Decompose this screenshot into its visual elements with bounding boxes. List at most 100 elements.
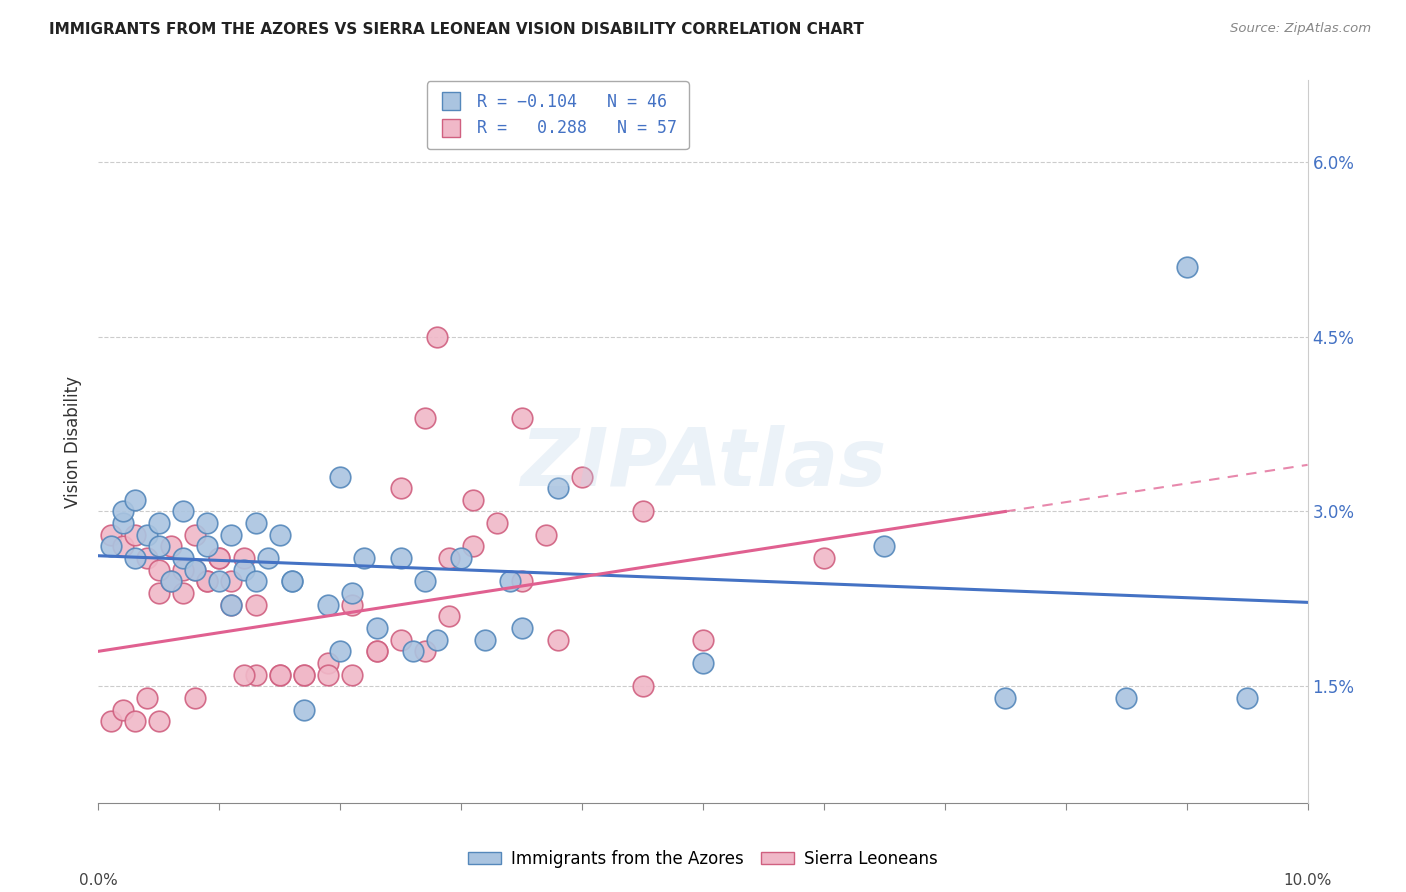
Point xyxy=(232,551,254,566)
Point xyxy=(148,586,170,600)
Point xyxy=(269,667,291,681)
Point xyxy=(195,574,218,589)
Point xyxy=(148,563,170,577)
Point xyxy=(463,492,485,507)
Point xyxy=(1175,260,1198,274)
Point xyxy=(111,516,134,530)
Point xyxy=(245,574,267,589)
Point xyxy=(534,528,557,542)
Point xyxy=(510,411,533,425)
Point xyxy=(426,329,449,343)
Point xyxy=(172,563,194,577)
Point xyxy=(184,528,207,542)
Point xyxy=(172,551,194,566)
Point xyxy=(100,540,122,554)
Point xyxy=(184,690,207,705)
Point xyxy=(232,667,254,681)
Point xyxy=(281,574,304,589)
Point xyxy=(111,504,134,518)
Point xyxy=(547,481,569,495)
Point xyxy=(873,540,896,554)
Point xyxy=(292,667,315,681)
Point xyxy=(994,690,1017,705)
Point xyxy=(221,598,243,612)
Point xyxy=(124,714,146,729)
Point xyxy=(245,516,267,530)
Text: 10.0%: 10.0% xyxy=(1284,872,1331,888)
Point xyxy=(342,586,364,600)
Point xyxy=(342,598,364,612)
Point xyxy=(1236,690,1258,705)
Point xyxy=(292,667,315,681)
Point xyxy=(245,667,267,681)
Point xyxy=(413,644,436,658)
Point xyxy=(221,574,243,589)
Point xyxy=(413,574,436,589)
Point xyxy=(184,563,207,577)
Point xyxy=(510,621,533,635)
Point xyxy=(316,598,339,612)
Point xyxy=(208,551,231,566)
Point xyxy=(245,598,267,612)
Point xyxy=(124,492,146,507)
Point xyxy=(135,528,157,542)
Point xyxy=(1115,690,1137,705)
Point xyxy=(486,516,509,530)
Point xyxy=(329,469,352,483)
Point xyxy=(450,551,472,566)
Point xyxy=(172,504,194,518)
Point xyxy=(692,656,714,670)
Point xyxy=(124,528,146,542)
Point xyxy=(631,679,654,693)
Point xyxy=(353,551,375,566)
Point xyxy=(463,540,485,554)
Point xyxy=(510,574,533,589)
Point xyxy=(402,644,425,658)
Point xyxy=(160,574,183,589)
Point xyxy=(135,551,157,566)
Point xyxy=(148,714,170,729)
Point xyxy=(366,644,388,658)
Y-axis label: Vision Disability: Vision Disability xyxy=(65,376,83,508)
Point xyxy=(692,632,714,647)
Point xyxy=(111,702,134,716)
Point xyxy=(437,551,460,566)
Text: IMMIGRANTS FROM THE AZORES VS SIERRA LEONEAN VISION DISABILITY CORRELATION CHART: IMMIGRANTS FROM THE AZORES VS SIERRA LEO… xyxy=(49,22,865,37)
Point xyxy=(281,574,304,589)
Point xyxy=(413,411,436,425)
Point xyxy=(100,528,122,542)
Point xyxy=(426,632,449,647)
Point xyxy=(148,540,170,554)
Point xyxy=(221,528,243,542)
Point xyxy=(389,551,412,566)
Point xyxy=(195,540,218,554)
Point xyxy=(316,656,339,670)
Point xyxy=(184,563,207,577)
Point xyxy=(208,551,231,566)
Point xyxy=(111,540,134,554)
Point xyxy=(232,563,254,577)
Point xyxy=(366,644,388,658)
Point xyxy=(221,598,243,612)
Point xyxy=(269,667,291,681)
Point xyxy=(498,574,520,589)
Point xyxy=(160,574,183,589)
Point xyxy=(256,551,278,566)
Point xyxy=(571,469,593,483)
Point xyxy=(148,516,170,530)
Point xyxy=(269,528,291,542)
Point xyxy=(208,574,231,589)
Point xyxy=(100,714,122,729)
Point xyxy=(316,667,339,681)
Point xyxy=(329,644,352,658)
Point xyxy=(124,551,146,566)
Point xyxy=(366,621,388,635)
Point xyxy=(389,632,412,647)
Point xyxy=(437,609,460,624)
Point xyxy=(195,516,218,530)
Point xyxy=(195,574,218,589)
Text: 0.0%: 0.0% xyxy=(79,872,118,888)
Point xyxy=(474,632,496,647)
Point xyxy=(172,586,194,600)
Legend: Immigrants from the Azores, Sierra Leoneans: Immigrants from the Azores, Sierra Leone… xyxy=(461,844,945,875)
